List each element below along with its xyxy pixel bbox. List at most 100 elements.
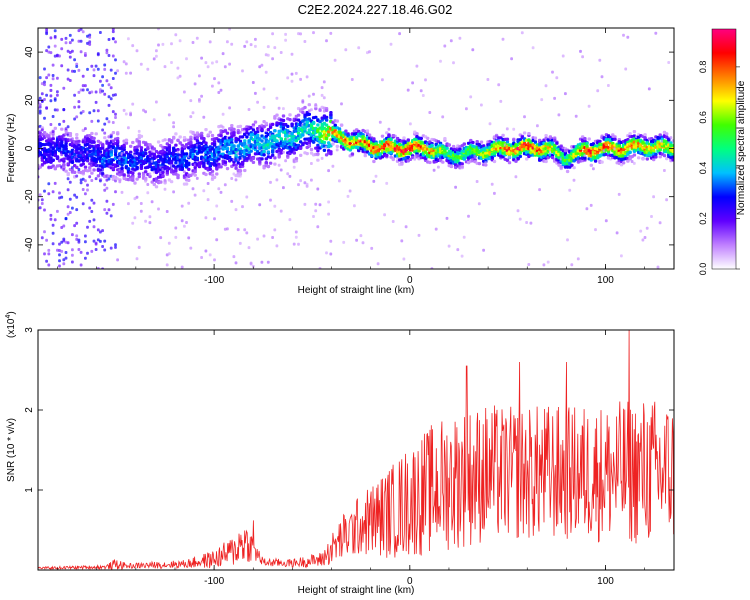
heatmap-noise — [94, 241, 98, 245]
heatmap-noise — [282, 150, 285, 154]
heatmap-noise — [77, 248, 81, 251]
heatmap-noise — [604, 219, 608, 223]
heatmap-noise — [77, 39, 81, 43]
heatmap-noise — [316, 225, 320, 229]
heatmap-cell — [621, 161, 626, 165]
heatmap-noise — [385, 181, 389, 185]
heatmap-noise — [81, 88, 85, 92]
heatmap-noise — [172, 125, 175, 129]
heatmap-noise — [279, 51, 283, 54]
heatmap-cell — [40, 158, 45, 162]
heatmap-noise — [538, 188, 541, 192]
heatmap-noise — [79, 181, 83, 185]
heatmap-noise — [90, 64, 94, 68]
heatmap-noise — [402, 257, 406, 261]
heatmap-noise — [64, 251, 68, 254]
heatmap-noise — [71, 253, 74, 257]
heatmap-noise — [77, 90, 81, 94]
heatmap-noise — [96, 119, 100, 123]
heatmap-cell — [570, 163, 574, 167]
heatmap-noise — [516, 209, 520, 213]
heatmap-cell — [184, 182, 189, 186]
heatmap-noise — [53, 44, 57, 48]
heatmap-cell — [232, 131, 236, 135]
heatmap-cell — [178, 135, 182, 139]
heatmap-noise — [417, 233, 421, 237]
heatmap-noise — [189, 99, 193, 103]
heatmap-cell — [94, 132, 98, 136]
heatmap-noise — [43, 67, 46, 71]
heatmap-cell — [417, 149, 421, 153]
heatmap-cell — [172, 135, 176, 139]
heatmap-noise — [639, 229, 643, 233]
heatmap-noise — [68, 79, 72, 82]
heatmap-noise — [114, 71, 117, 75]
heatmap-cell — [600, 160, 604, 164]
heatmap-noise — [223, 65, 227, 69]
heatmap-noise — [359, 234, 363, 238]
heatmap-noise — [211, 84, 214, 88]
heatmap-noise — [170, 61, 173, 64]
heatmap-noise — [157, 207, 160, 211]
heatmap-noise — [251, 264, 255, 268]
heatmap-cell — [174, 132, 178, 136]
heatmap-cell — [314, 107, 318, 111]
heatmap-cell — [200, 131, 204, 135]
heatmap-noise — [84, 256, 87, 260]
heatmap-cell — [613, 137, 617, 141]
heatmap-cell — [296, 113, 301, 117]
heatmap-noise — [594, 228, 597, 232]
heatmap-noise — [206, 198, 210, 202]
heatmap-noise — [68, 211, 72, 214]
heatmap-cell — [256, 130, 260, 134]
heatmap-cell — [176, 138, 180, 142]
heatmap-noise — [238, 241, 242, 245]
heatmap-noise — [103, 92, 107, 96]
heatmap-cell — [324, 137, 329, 141]
heatmap-noise — [45, 259, 48, 263]
heatmap-cell — [139, 164, 144, 169]
heatmap-cell — [505, 158, 510, 162]
heatmap-cell — [247, 139, 251, 143]
heatmap-cell — [202, 163, 206, 167]
heatmap-noise — [131, 102, 135, 106]
heatmap-noise — [75, 208, 79, 212]
heatmap-cell — [180, 167, 184, 172]
heatmap-noise — [217, 81, 221, 85]
heatmap-noise — [101, 128, 104, 132]
heatmap-noise — [204, 216, 208, 220]
heatmap-noise — [536, 124, 539, 128]
heatmap-cell — [370, 154, 374, 158]
heatmap-noise — [564, 92, 567, 96]
heatmap-noise — [84, 127, 87, 131]
heatmap-noise — [226, 40, 229, 44]
heatmap-cell — [176, 176, 180, 180]
heatmap-noise — [374, 174, 378, 178]
heatmap-cell — [225, 167, 230, 171]
heatmap-cell — [92, 168, 96, 172]
heatmap-noise — [264, 70, 268, 74]
heatmap-cell — [243, 168, 247, 173]
heatmap-noise — [424, 78, 427, 82]
heatmap-noise — [127, 37, 130, 41]
heatmap-noise — [643, 236, 647, 239]
heatmap-cell — [174, 143, 178, 147]
heatmap-noise — [340, 102, 343, 106]
heatmap-noise — [62, 119, 66, 123]
heatmap-cell — [583, 137, 587, 141]
heatmap-noise — [570, 263, 574, 267]
heatmap-noise — [45, 76, 48, 80]
heatmap-noise — [228, 28, 231, 31]
heatmap-cell — [75, 133, 79, 137]
heatmap-noise — [133, 216, 137, 220]
heatmap-noise — [116, 258, 119, 262]
heatmap-noise — [176, 150, 180, 154]
heatmap-cell — [544, 159, 548, 164]
heatmap-noise — [122, 60, 126, 64]
heatmap-noise — [219, 190, 223, 194]
heatmap-noise — [256, 100, 259, 104]
heatmap-noise — [206, 182, 210, 185]
heatmap-noise — [211, 61, 214, 65]
heatmap-cell — [522, 131, 527, 135]
heatmap-noise — [254, 44, 257, 48]
